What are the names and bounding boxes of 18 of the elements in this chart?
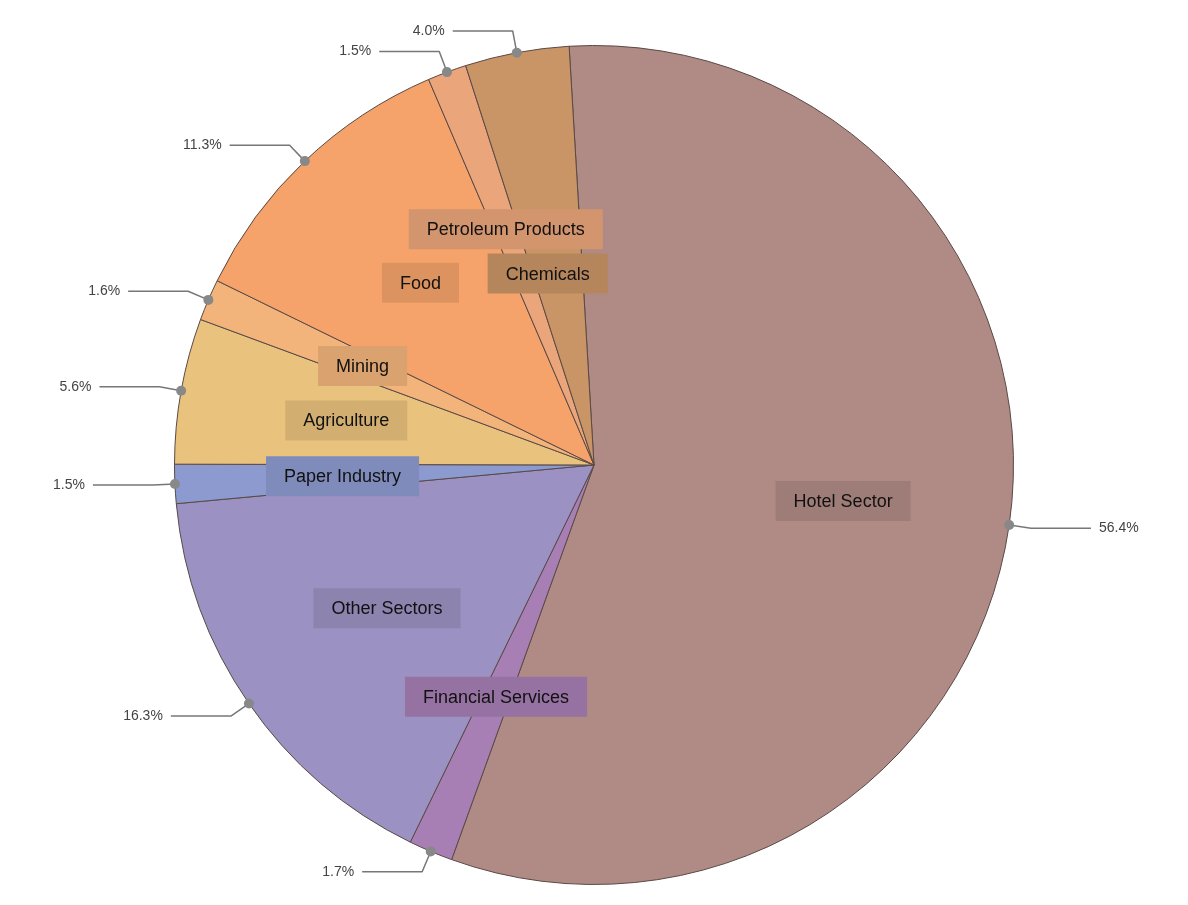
slice-label: Other Sectors — [331, 598, 443, 619]
data-label: 1.5% — [53, 475, 85, 492]
slice-label: Mining — [336, 355, 390, 376]
data-label: 1.5% — [339, 42, 372, 59]
slice-label: Agriculture — [303, 410, 390, 431]
data-label: 1.6% — [88, 282, 121, 299]
slice-label: Hotel Sector — [793, 490, 893, 511]
slice-label: Paper Industry — [284, 466, 402, 487]
slice-label: Chemicals — [505, 263, 590, 284]
data-label: 56.4% — [1098, 518, 1139, 535]
data-label: 16.3% — [123, 706, 163, 723]
slice-label: Food — [399, 272, 441, 293]
data-label: 4.0% — [412, 21, 445, 38]
slice-label: Financial Services — [423, 686, 570, 707]
data-label: 5.6% — [59, 377, 92, 394]
data-label: 11.3% — [182, 136, 222, 153]
slice-label: Petroleum Products — [426, 219, 585, 240]
data-label: 1.7% — [322, 862, 355, 879]
